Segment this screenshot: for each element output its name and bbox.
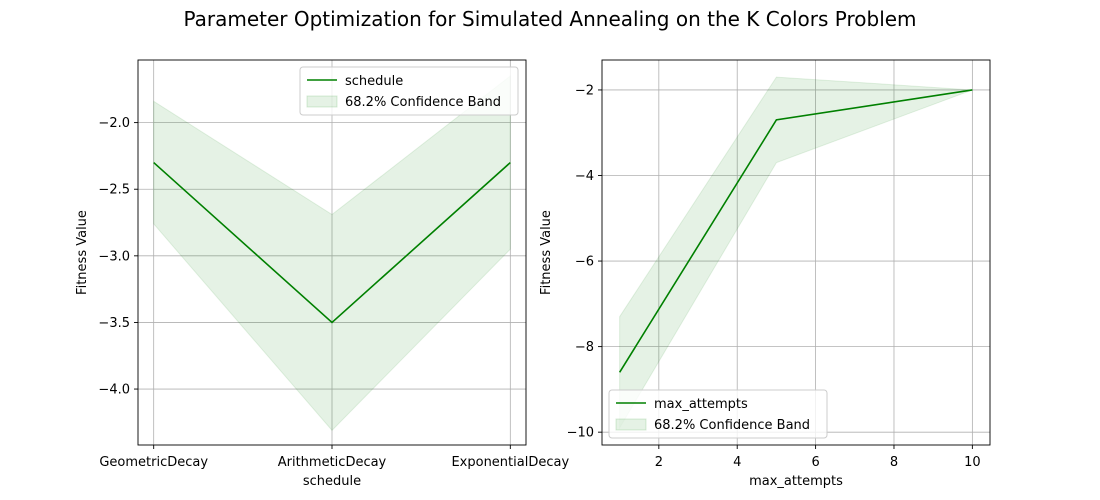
y-tick-label: −10 — [567, 426, 594, 441]
x-tick-label: 4 — [733, 455, 741, 470]
legend-band-swatch — [306, 95, 338, 108]
legend-label-band: 68.2% Confidence Band — [654, 418, 810, 433]
legend-box — [299, 66, 519, 116]
y-tick-label: −2.0 — [98, 116, 130, 131]
y-tick-label: −3.5 — [98, 316, 130, 331]
y-axis-label: Fitness Value — [75, 210, 90, 295]
legend-box — [608, 389, 828, 439]
y-tick-label: −2 — [575, 83, 594, 98]
y-tick-label: −2.5 — [98, 183, 130, 198]
chart-1: GeometricDecay ArithmeticDecay Exponential… — [75, 59, 569, 489]
x-axis-label: max_attempts — [749, 474, 843, 489]
legend-label-series: schedule — [345, 74, 403, 89]
x-axis-label: schedule — [303, 474, 361, 489]
x-tick-label: ExponentialDecay — [451, 455, 569, 470]
x-tick-label: GeometricDecay — [99, 455, 208, 470]
legend: max_attempts 68.2% Confidence Band — [608, 389, 828, 439]
confidence-band — [153, 74, 511, 432]
y-tick-label: −4.0 — [98, 383, 130, 398]
plot-frame — [601, 59, 991, 446]
x-tick-label: 2 — [655, 455, 663, 470]
x-tick-label: ArithmeticDecay — [278, 455, 387, 470]
chart-2: 2 4 6 8 10 −10 −8 −6 −4 −2 max_attempts Fitness Val… — [539, 59, 991, 489]
y-axis-label: Fitness Value — [539, 210, 554, 295]
y-tick-label: −3.0 — [98, 249, 130, 264]
y-tick-label: −6 — [575, 255, 594, 270]
x-tick-label: 8 — [890, 455, 898, 470]
x-tick-label: 10 — [964, 455, 981, 470]
figure-title: Parameter Optimization for Simulated Ann… — [183, 7, 916, 31]
legend-band-swatch — [615, 418, 647, 431]
y-tick-label: −4 — [575, 169, 594, 184]
legend-label-series: max_attempts — [654, 397, 748, 412]
legend-label-band: 68.2% Confidence Band — [345, 95, 501, 110]
y-tick-label: −8 — [575, 340, 594, 355]
x-tick-label: 6 — [811, 455, 819, 470]
confidence-band — [619, 76, 973, 430]
legend: schedule 68.2% Confidence Band — [299, 66, 519, 116]
